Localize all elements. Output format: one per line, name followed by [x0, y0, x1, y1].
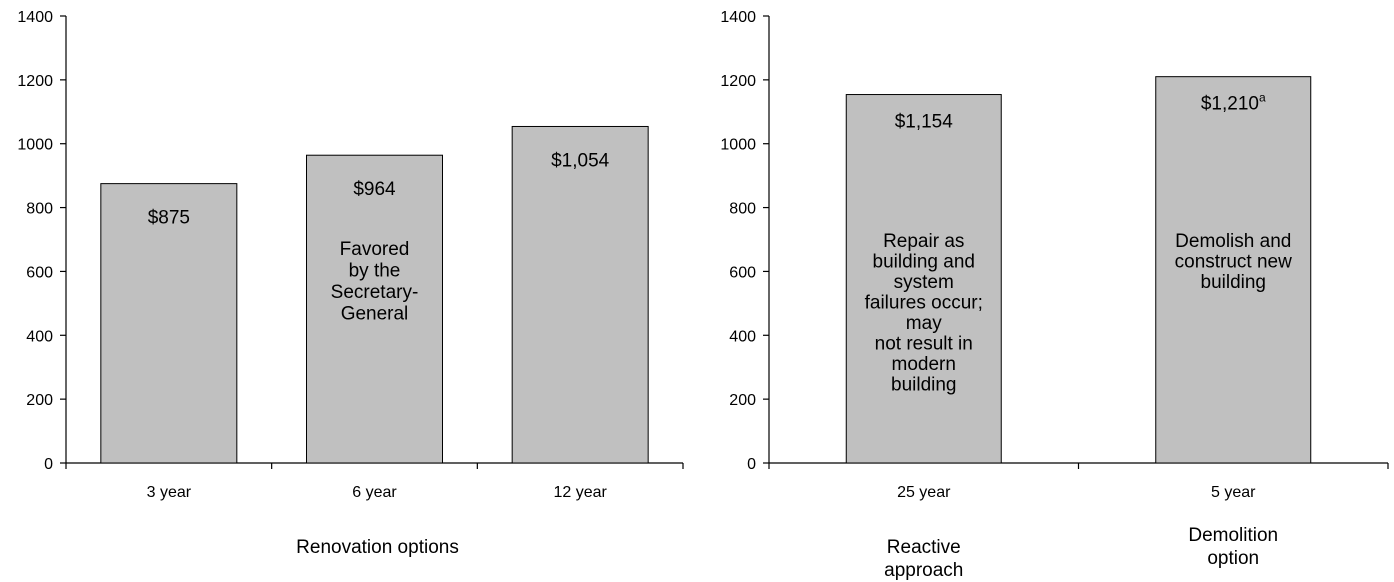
y-tick-label: 1000 — [17, 137, 53, 154]
x-tick-label: 12 year — [553, 484, 607, 501]
group-label-line: Demolition — [1188, 525, 1278, 546]
y-tick-label: 400 — [26, 328, 53, 345]
bar-value-label: $1,210a — [1201, 91, 1266, 115]
x-tick-label: 6 year — [352, 484, 397, 501]
y-tick-label: 600 — [26, 264, 53, 281]
group-label-line: approach — [884, 560, 963, 581]
bar-12-year — [511, 125, 649, 464]
y-tick-label: 1000 — [720, 137, 756, 154]
bar-annotation-line: Secretary- — [331, 282, 419, 303]
y-tick-label: 800 — [26, 201, 53, 218]
bar-annotation-line: building and — [873, 252, 975, 273]
footnote-marker: a — [1259, 91, 1266, 105]
bar-annotation-line: failures occur; — [865, 293, 983, 314]
y-tick-label: 1200 — [17, 73, 53, 90]
x-axis-title: Renovation options — [296, 537, 459, 558]
bar-annotation-line: building — [891, 375, 957, 396]
x-tick-label: 5 year — [1211, 484, 1256, 501]
bar-annotation-line: system — [894, 272, 954, 293]
bar-25-year — [845, 94, 1002, 464]
bar-3-year — [100, 183, 238, 464]
y-tick-label: 0 — [44, 456, 53, 473]
bar-value-label: $1,054 — [551, 150, 610, 171]
bar-annotation-line: may — [906, 313, 942, 334]
bar-6-year — [306, 154, 443, 464]
y-tick-label: 600 — [729, 264, 756, 281]
bar-value-label: $875 — [148, 208, 190, 229]
y-tick-label: 400 — [729, 328, 756, 345]
group-label-line: option — [1207, 548, 1259, 569]
y-tick-label: 200 — [26, 392, 53, 409]
y-tick-label: 1400 — [720, 9, 756, 26]
x-tick-label: 3 year — [147, 484, 192, 501]
bar-annotation-line: Demolish and — [1175, 231, 1291, 252]
bar-value-label: $1,154 — [895, 112, 954, 133]
bar-annotation-line: construct new — [1175, 252, 1292, 273]
bar-annotation-line: Favored — [340, 239, 410, 260]
bar-annotation-line: General — [341, 304, 409, 325]
x-tick-label: 25 year — [897, 484, 951, 501]
bar-annotation-line: not result in — [875, 334, 973, 355]
bar-annotation-line: Repair as — [883, 231, 964, 252]
y-tick-label: 800 — [729, 201, 756, 218]
bar-annotation-line: modern — [892, 354, 956, 375]
bar-5-year — [1155, 76, 1312, 464]
bar-annotation-line: by the — [349, 261, 401, 282]
y-tick-label: 200 — [729, 392, 756, 409]
bar-value-label: $964 — [353, 179, 396, 200]
group-label-line: Reactive — [887, 537, 961, 558]
y-tick-label: 1200 — [720, 73, 756, 90]
chart-panel-1: 0 200 400 600 800 1000 1200 1400 $875 3 year $964 F… — [17, 9, 684, 558]
bar-annotation-line: building — [1201, 272, 1267, 293]
y-tick-label: 1400 — [17, 9, 53, 26]
chart-panel-2: 0 200 400 600 800 1000 1200 1400 $1,154 Repair as… — [720, 9, 1389, 581]
y-tick-label: 0 — [747, 456, 756, 473]
